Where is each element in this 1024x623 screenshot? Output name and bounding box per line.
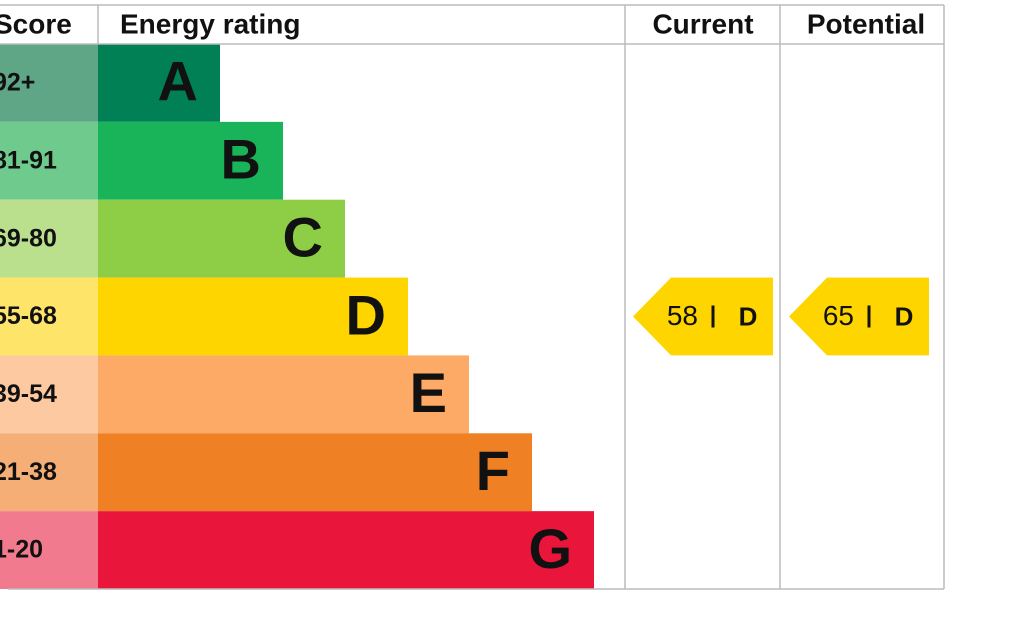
score-cell [0,277,98,356]
rating-letter: B [221,128,261,191]
arrow-score: 58 [667,300,698,331]
score-range: 1-20 [0,536,43,564]
table-frame [0,4,945,590]
score-range: 39-54 [0,380,57,408]
arrow-letter: D [739,301,758,331]
rating-arrow [633,277,773,356]
rating-bar [98,44,220,122]
arrow-score: 65 [823,300,854,331]
rating-letter: D [346,283,386,346]
rating-bar [98,433,532,512]
arrow-letter: D [895,301,914,331]
rating-bar [98,121,283,200]
rating-arrow [789,277,929,356]
header-potential: Potential [807,8,925,39]
rating-letter: F [476,439,510,502]
rating-bar [98,199,345,278]
rating-letter: E [410,361,447,424]
rating-letter: A [158,50,198,113]
score-cell [0,433,98,512]
score-cell [0,511,98,589]
score-cell [0,199,98,278]
header-rating: Energy rating [120,8,300,39]
rating-letter: C [283,205,323,268]
score-range: 21-38 [0,458,57,486]
rating-bar [98,511,594,589]
score-range: 69-80 [0,224,57,252]
header-current: Current [652,8,753,39]
rating-letter: G [528,517,572,580]
header-score: Score [0,8,72,39]
score-range: 81-91 [0,146,57,174]
score-cell [0,121,98,200]
rating-bar [98,355,469,434]
rating-bar [98,277,408,356]
score-range: 55-68 [0,302,57,330]
score-cell [0,355,98,434]
score-range: 92+ [0,69,35,97]
score-cell [0,44,98,122]
